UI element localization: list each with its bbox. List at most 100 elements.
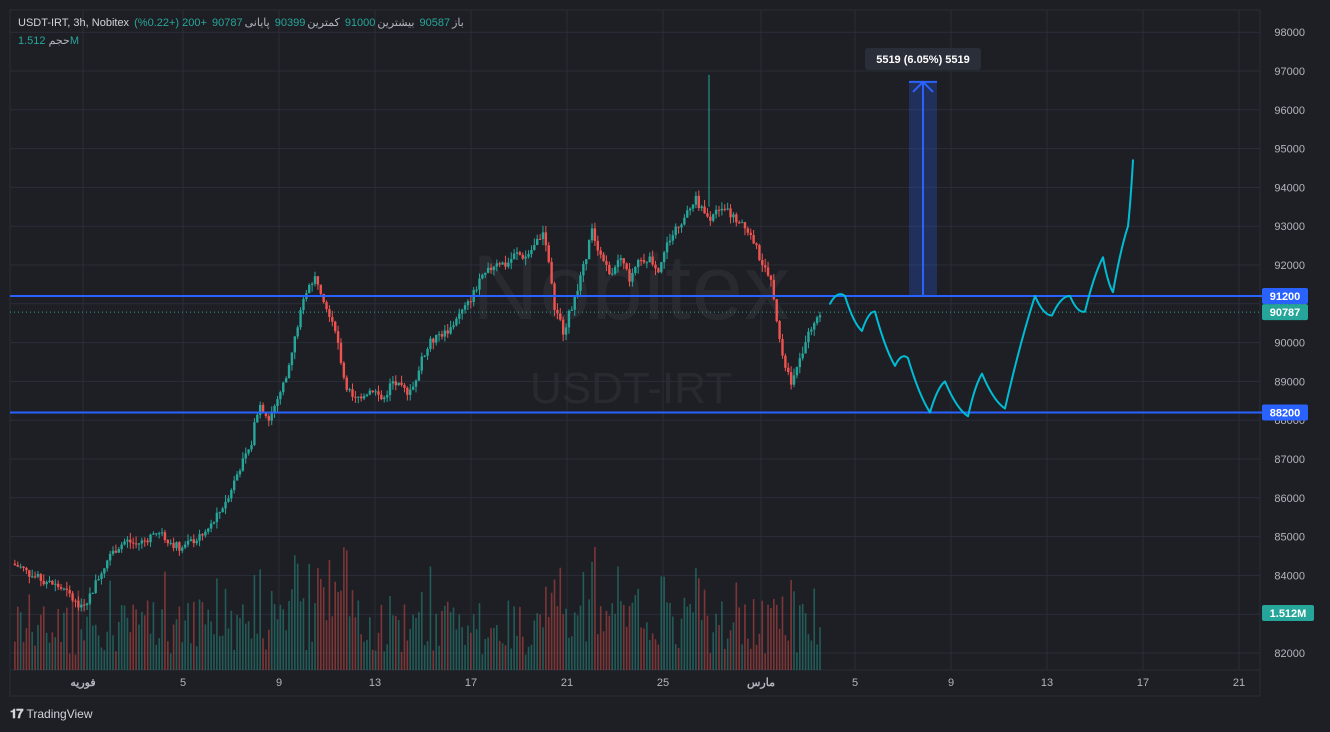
volume-bar <box>481 654 484 670</box>
candle-body <box>700 206 703 209</box>
candle-body <box>446 330 449 334</box>
candle-body <box>103 568 106 574</box>
candle-body <box>175 542 178 549</box>
volume-bar <box>692 612 694 670</box>
candle-body <box>712 214 715 221</box>
volume-bar <box>340 590 342 670</box>
volume-bar <box>729 630 732 670</box>
volume-bar <box>135 609 137 670</box>
candle-body <box>489 267 493 270</box>
close-value: 90787 <box>212 17 243 29</box>
candle-body <box>642 260 646 263</box>
volume-bar <box>790 579 792 670</box>
volume-bar <box>331 616 334 670</box>
candle-body <box>775 299 778 322</box>
x-tick-label: 13 <box>1041 677 1053 689</box>
volume-bar <box>556 606 559 670</box>
volume-bar <box>579 605 582 670</box>
candle-body <box>818 315 822 318</box>
measure-arrow-head-icon <box>912 80 934 93</box>
price-chart[interactable]: 5519 (6.05%) 5519 98000 97000 96000 95000 94… <box>0 0 1330 700</box>
volume-bar <box>167 641 169 670</box>
candle-body <box>680 224 683 228</box>
volume-bar <box>654 639 657 670</box>
candle-body <box>261 404 265 413</box>
volume-bar <box>660 576 663 670</box>
candle-body <box>478 278 481 290</box>
volume-bar <box>178 606 181 670</box>
volume-legend: حجم 1.512M <box>18 34 79 47</box>
volume-bar <box>319 578 322 670</box>
candle-body <box>345 377 348 390</box>
candle-body <box>784 355 787 368</box>
volume-bar <box>689 604 691 670</box>
volume-bar <box>576 615 579 670</box>
symbol-title[interactable]: USDT-IRT, 3h, Nobitex <box>18 17 130 29</box>
candle-body <box>573 296 576 310</box>
candle-body <box>533 244 536 250</box>
volume-bar <box>273 604 276 670</box>
volume-bar <box>770 607 772 670</box>
volume-bar <box>198 599 201 670</box>
volume-bar <box>112 635 114 670</box>
volume-bar <box>793 591 795 670</box>
candle-body <box>209 523 213 529</box>
volume-bar <box>129 632 132 670</box>
volume-bar <box>279 604 282 670</box>
volume-bar <box>796 652 798 670</box>
volume-bar <box>42 606 45 670</box>
volume-bar <box>646 622 648 670</box>
volume-bar <box>695 567 697 670</box>
candle-body <box>475 289 478 291</box>
y-tick-label: 87000 <box>1274 454 1305 466</box>
volume-bar <box>752 598 755 670</box>
volume-bar <box>663 576 665 670</box>
candle-body <box>385 394 389 398</box>
volume-bar <box>617 566 619 670</box>
volume-bar <box>415 618 417 670</box>
volume-bar <box>423 645 426 670</box>
candle-body <box>189 539 193 541</box>
candle-body <box>781 338 784 356</box>
volume-bar <box>594 546 596 670</box>
volume-bar <box>60 641 62 670</box>
tradingview-logo[interactable]: 𝟏𝟕 TradingView <box>10 706 93 722</box>
candle-body <box>544 232 548 246</box>
volume-bar <box>25 628 28 670</box>
candle-body <box>492 266 496 270</box>
candle-body <box>550 261 553 284</box>
volume-bar <box>429 566 432 670</box>
volume-bar <box>92 625 94 670</box>
candle-body <box>504 262 507 267</box>
candle-body <box>85 603 89 606</box>
candle-body <box>140 540 144 544</box>
volume-bar <box>181 642 184 670</box>
x-tick-label: 9 <box>276 677 282 689</box>
volume-bar <box>677 647 680 670</box>
volume-bar <box>709 653 712 670</box>
candle-body <box>22 566 25 568</box>
volume-bar <box>715 613 717 670</box>
volume-bar <box>103 650 106 670</box>
volume-bar <box>420 591 423 670</box>
candle-body <box>758 245 761 261</box>
volume-bar <box>559 567 562 670</box>
volume-bar <box>236 614 238 670</box>
volume-bar <box>498 640 501 670</box>
volume-bar <box>334 581 336 670</box>
volume-bar <box>291 589 293 670</box>
low-label: کمترین <box>307 17 340 29</box>
volume-bar <box>242 604 244 670</box>
candle-body <box>319 284 322 294</box>
level-label-91200: 91200 <box>1270 291 1301 303</box>
volume-bar <box>602 631 605 670</box>
volume-bar <box>161 609 163 670</box>
candle-body <box>789 372 793 385</box>
volume-bar <box>397 619 400 670</box>
candle-body <box>287 365 291 379</box>
y-tick-label: 89000 <box>1274 376 1305 388</box>
volume-bar <box>490 628 492 670</box>
candle-body <box>498 263 501 265</box>
volume-bar <box>80 629 83 670</box>
candle-body <box>648 256 651 263</box>
